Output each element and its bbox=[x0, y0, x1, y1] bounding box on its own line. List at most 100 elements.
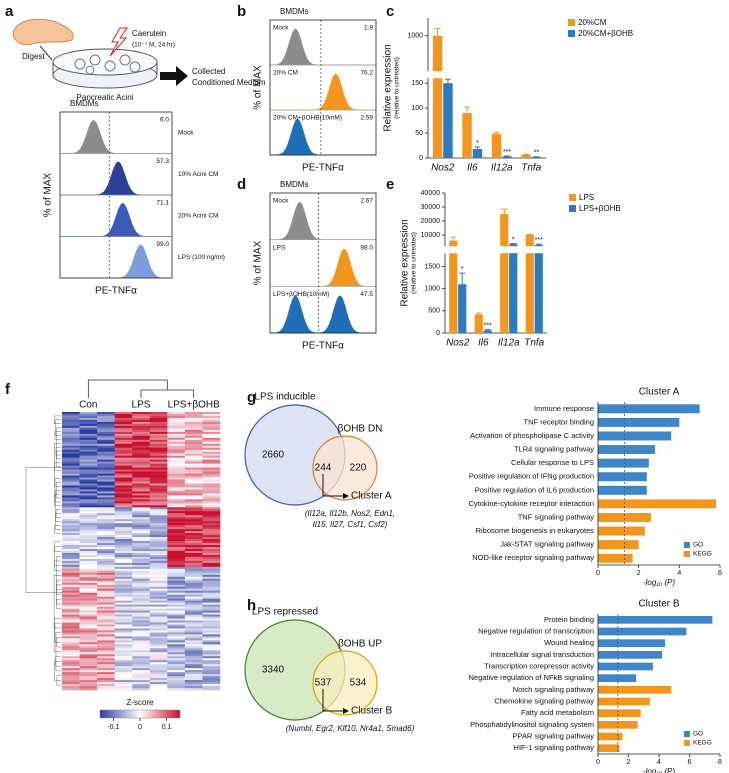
heatmap-cell bbox=[132, 674, 151, 677]
legend-label: GO bbox=[693, 731, 703, 738]
gene-list: (Numbl, Egr2, Klf10, Nr4a1, Smad6) bbox=[286, 724, 415, 733]
heatmap-cell bbox=[202, 674, 221, 677]
heatmap-cell bbox=[149, 449, 168, 453]
heatmap-cell bbox=[79, 676, 98, 679]
heatmap-cell bbox=[149, 556, 168, 560]
heatmap-cell bbox=[149, 481, 168, 484]
heatmap-cell bbox=[114, 614, 133, 617]
heatmap-cell bbox=[202, 574, 221, 578]
heatmap-cell bbox=[149, 419, 168, 423]
category-label: Notch signaling pathway bbox=[513, 685, 595, 694]
heatmap-cell bbox=[132, 451, 151, 454]
legend-swatch bbox=[569, 194, 576, 201]
legend-label: 20%CM+βOHB bbox=[578, 29, 633, 38]
heatmap-cell bbox=[149, 551, 168, 554]
heatmap-cell bbox=[202, 564, 221, 568]
heatmap-cell bbox=[132, 654, 151, 657]
heatmap-cell bbox=[202, 429, 221, 433]
heatmap-cell bbox=[202, 447, 221, 451]
heatmap-cell bbox=[62, 668, 80, 671]
heatmap-cell bbox=[62, 417, 80, 421]
set-count: 220 bbox=[350, 463, 367, 474]
heatmap-cell bbox=[62, 600, 80, 603]
heatmap-cell bbox=[149, 479, 168, 482]
heatmap-cell bbox=[167, 491, 186, 494]
plot-title: BMDMs bbox=[280, 7, 308, 16]
heatmap-cell bbox=[167, 441, 186, 445]
heatmap-cell bbox=[97, 551, 115, 554]
histogram bbox=[60, 244, 172, 279]
plot-title: BMDMs bbox=[70, 99, 98, 108]
x-tick-label: Il12a bbox=[491, 163, 513, 174]
heatmap-cell bbox=[62, 624, 80, 627]
heatmap-cell bbox=[62, 533, 80, 536]
heatmap-cell bbox=[202, 533, 221, 536]
heatmap-cell bbox=[114, 558, 133, 562]
heatmap-cell bbox=[132, 560, 151, 564]
category-label: TNF signaling pathway bbox=[518, 512, 595, 521]
histogram bbox=[270, 295, 376, 334]
heatmap-cell bbox=[184, 622, 203, 625]
heatmap-cell bbox=[62, 636, 80, 639]
heatmap-cell bbox=[79, 429, 98, 433]
heatmap-cell bbox=[167, 515, 186, 518]
heatmap-cell bbox=[167, 429, 186, 433]
heatmap-cell bbox=[167, 499, 186, 502]
heatmap-cell bbox=[184, 483, 203, 486]
heatmap-cell bbox=[114, 600, 133, 603]
heatmap-cell bbox=[79, 425, 98, 429]
cluster-arrow bbox=[322, 689, 345, 712]
heatmap-cell bbox=[114, 588, 133, 592]
heatmap-cell bbox=[202, 600, 221, 603]
heatmap-cell bbox=[167, 549, 186, 552]
legend-label: LPS bbox=[579, 193, 594, 202]
heatmap-cell bbox=[202, 568, 221, 572]
heatmap-cell bbox=[202, 539, 221, 542]
heatmap-cell bbox=[97, 662, 115, 665]
heatmap-cell bbox=[114, 413, 133, 417]
heatmap-cell bbox=[132, 551, 151, 554]
gate-percent: 99.0 bbox=[156, 241, 169, 248]
heatmap-cell bbox=[167, 594, 186, 597]
heatmap-cell bbox=[97, 511, 115, 514]
set-circle bbox=[312, 650, 378, 716]
heatmap-cell bbox=[167, 574, 186, 578]
heatmap-cell bbox=[167, 578, 186, 582]
heatmap-cell bbox=[114, 564, 133, 568]
bar bbox=[598, 639, 666, 648]
bar bbox=[500, 214, 509, 247]
heatmap-cell bbox=[184, 431, 203, 435]
heatmap-cell bbox=[184, 417, 203, 421]
heatmap-cell bbox=[149, 640, 168, 643]
heatmap-cell bbox=[97, 431, 115, 435]
heatmap-cell bbox=[62, 562, 80, 566]
heatmap-cell bbox=[97, 457, 115, 460]
heatmap-cell bbox=[132, 447, 151, 451]
heatmap-cell bbox=[114, 531, 133, 534]
bar bbox=[491, 134, 502, 158]
heatmap-cell bbox=[202, 634, 221, 637]
error-bar bbox=[464, 106, 471, 114]
heatmap-cell bbox=[114, 477, 133, 480]
heatmap-cell bbox=[114, 662, 133, 665]
heatmap-cell bbox=[184, 412, 203, 415]
heatmap-cell bbox=[202, 612, 221, 615]
heatmap-cell bbox=[184, 551, 203, 554]
heatmap-cell bbox=[167, 678, 186, 681]
heatmap-cell bbox=[167, 521, 186, 524]
heatmap-cell bbox=[132, 632, 151, 635]
heatmap-cell bbox=[202, 523, 221, 526]
heatmap-cell bbox=[97, 419, 115, 423]
heatmap-cell bbox=[97, 477, 115, 480]
heatmap-cell bbox=[202, 417, 221, 421]
heatmap-cell bbox=[97, 574, 115, 578]
heatmap-cell bbox=[62, 664, 80, 667]
heatmap-cell bbox=[114, 640, 133, 643]
bar bbox=[531, 157, 542, 158]
heatmap-cell bbox=[149, 570, 168, 574]
heatmap-cell bbox=[132, 413, 151, 417]
heatmap-cell bbox=[149, 630, 168, 633]
heatmap-cell bbox=[167, 431, 186, 435]
heatmap-cell bbox=[132, 535, 151, 538]
heatmap-cell bbox=[97, 541, 115, 544]
